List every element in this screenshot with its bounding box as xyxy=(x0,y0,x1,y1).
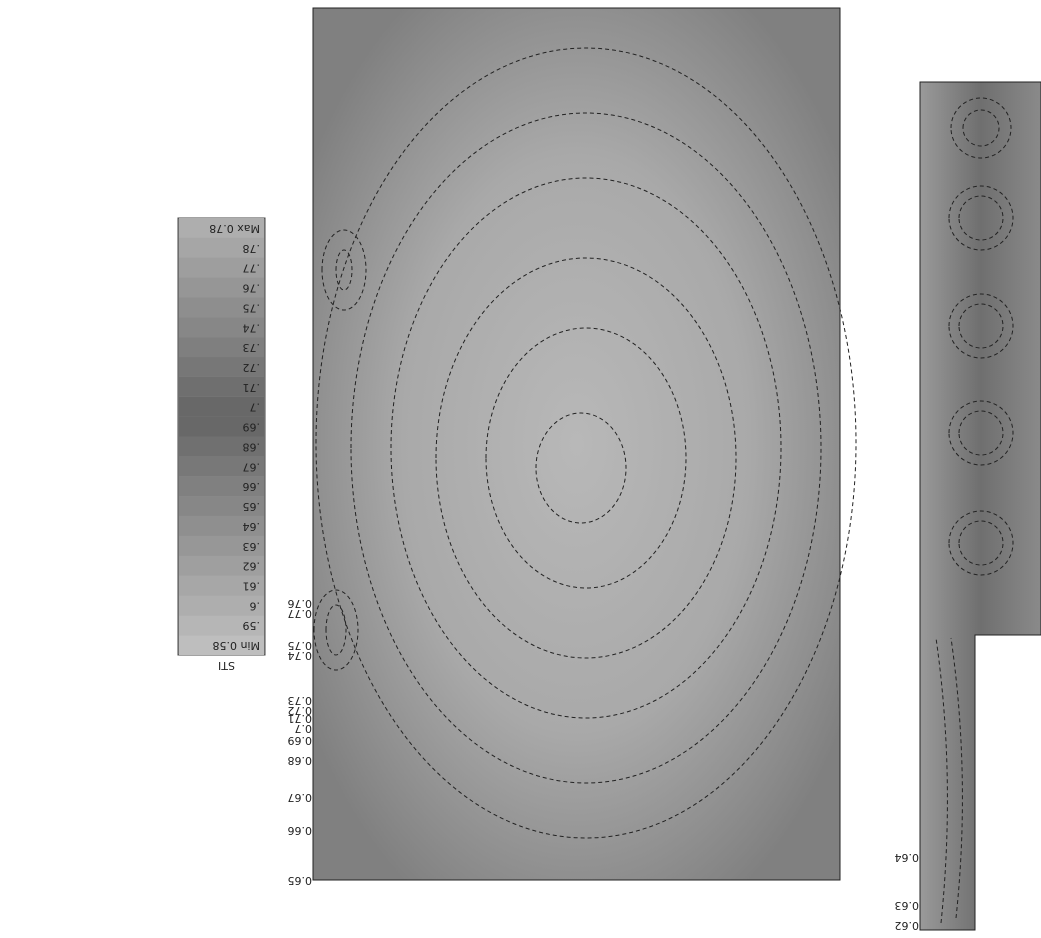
contour-label: 0.67 xyxy=(288,791,313,804)
colorbar-label: .72 xyxy=(243,361,261,374)
contour-label: 0.65 xyxy=(288,874,313,887)
side-panel xyxy=(919,81,1041,931)
colorbar-band xyxy=(179,277,264,298)
colorbar-band xyxy=(179,515,264,536)
colorbar-band xyxy=(179,257,264,278)
contour-label: 0.71 xyxy=(288,712,313,725)
colorbar-band xyxy=(179,376,264,397)
contour-label: 0.66 xyxy=(288,824,313,837)
colorbar-band xyxy=(179,595,264,616)
colorbar-band xyxy=(179,496,264,516)
colorbar-label: .71 xyxy=(243,381,261,394)
colorbar-label: .64 xyxy=(243,520,261,533)
colorbar-label: .73 xyxy=(243,341,261,354)
contour-label: 0.73 xyxy=(288,694,313,707)
colorbar-band xyxy=(179,635,264,655)
colorbar-label: .62 xyxy=(243,560,261,573)
colorbar-label: .65 xyxy=(243,500,261,513)
colorbar-title: STI xyxy=(218,659,235,672)
contour-label: 0.62 xyxy=(895,919,920,932)
contour-label: 0.74 xyxy=(288,649,313,662)
colorbar-label: .63 xyxy=(243,540,261,553)
contour-label: 0.63 xyxy=(895,899,920,912)
colorbar-band xyxy=(179,396,264,417)
rotated-view: 0.650.660.670.680.690.70.710.720.730.740… xyxy=(177,7,1041,932)
colorbar-band xyxy=(179,416,264,437)
colorbar-band xyxy=(179,297,264,318)
colorbar-band xyxy=(179,456,264,477)
contour-label: 0.7 xyxy=(295,722,313,735)
side-contours xyxy=(935,97,1014,924)
colorbar-label: .61 xyxy=(243,579,261,592)
contour-label: 0.75 xyxy=(288,639,313,652)
colorbar-label: .74 xyxy=(243,321,261,334)
colorbar-label: .7 xyxy=(250,401,261,414)
contour-label: 0.76 xyxy=(288,597,313,610)
colorbar-label: .75 xyxy=(243,301,261,314)
colorbar-label: .66 xyxy=(243,480,261,493)
colorbar-label: Max 0.78 xyxy=(209,222,260,235)
colorbar-band xyxy=(179,575,264,596)
colorbar-label: .59 xyxy=(243,619,261,632)
colorbar-band xyxy=(179,357,264,377)
colorbar-label: .77 xyxy=(243,262,261,275)
colorbar-band xyxy=(179,218,264,238)
colorbar-label: .67 xyxy=(243,460,261,473)
contour-label: 0.64 xyxy=(895,851,920,864)
colorbar-band xyxy=(179,555,264,576)
contour-label: 0.68 xyxy=(288,754,313,767)
colorbar-band xyxy=(179,615,264,636)
colorbar-label: .6 xyxy=(250,599,261,612)
colorbar-band xyxy=(179,337,264,358)
colorbar-band xyxy=(179,237,264,258)
contour-label: 0.69 xyxy=(288,734,313,747)
contour-label: 0.72 xyxy=(288,704,313,717)
colorbar-band xyxy=(179,535,264,556)
colorbar-label: .76 xyxy=(243,282,261,295)
colorbar-label: .78 xyxy=(243,242,261,255)
colorbar-band xyxy=(179,476,264,497)
colorbar-band xyxy=(179,436,264,457)
colorbar-label: .68 xyxy=(243,440,261,453)
colorbar-label: Min 0.58 xyxy=(212,639,260,652)
main-contours xyxy=(313,47,857,839)
main-panel xyxy=(312,7,841,881)
colorbar-label: .69 xyxy=(243,421,261,434)
contour-label: 0.77 xyxy=(288,607,313,620)
colorbar-band xyxy=(179,317,264,338)
